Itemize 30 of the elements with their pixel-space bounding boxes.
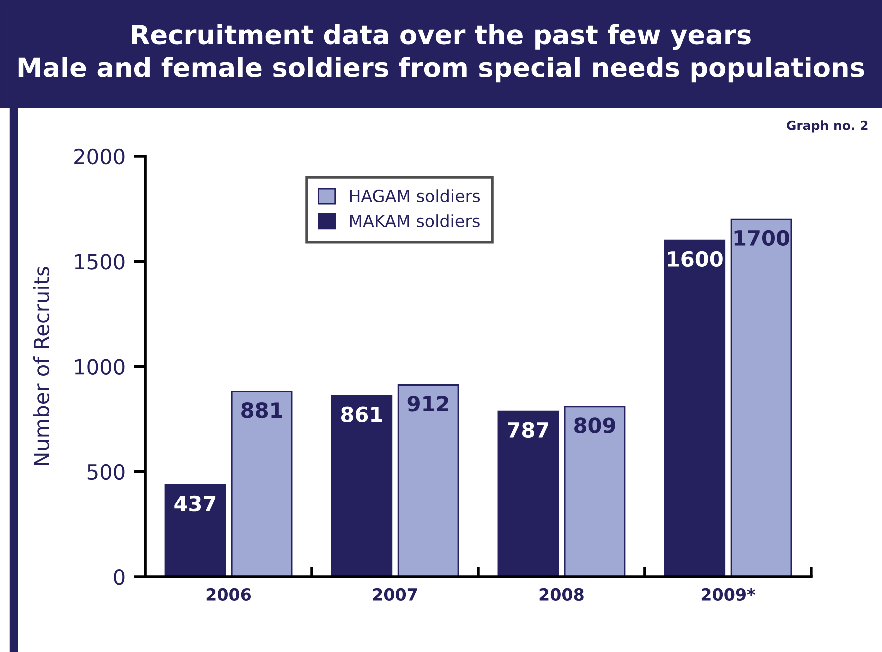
bar (498, 410, 560, 578)
data-label: 1700 (734, 230, 790, 246)
bar (664, 240, 726, 578)
y-tick-label: 0 (114, 569, 125, 586)
y-tick-label: 500 (88, 464, 125, 480)
data-label: 881 (242, 402, 282, 418)
bar (231, 391, 293, 578)
y-tick-label: 1000 (75, 359, 125, 375)
data-label: 437 (174, 496, 216, 512)
data-label: 861 (341, 406, 382, 422)
legend-label: HAGAM soldiers (350, 190, 480, 202)
data-label: 912 (408, 396, 448, 412)
y-axis-title: Number of Recruits (33, 267, 50, 466)
x-tick-label: 2006 (206, 588, 252, 602)
x-tick-label: 2008 (540, 588, 584, 602)
data-label: 1600 (668, 251, 723, 268)
bar (564, 406, 626, 578)
legend-label: MAKAM soldiers (350, 214, 480, 228)
y-tick-label: 2000 (74, 148, 125, 165)
bar (398, 384, 460, 578)
x-tick-label: 2007 (373, 588, 418, 602)
data-label: 809 (574, 418, 616, 434)
bar (730, 218, 792, 578)
y-tick-label: 1500 (75, 254, 125, 270)
bar (164, 484, 226, 578)
data-label: 787 (508, 422, 549, 438)
chart-title: Recruitment data over the past few years Male and female soldiers from special needs populations (18, 24, 864, 83)
text: Graph no. 2 (787, 120, 868, 133)
x-tick-label: 2009* (702, 588, 756, 602)
bar (331, 395, 393, 578)
